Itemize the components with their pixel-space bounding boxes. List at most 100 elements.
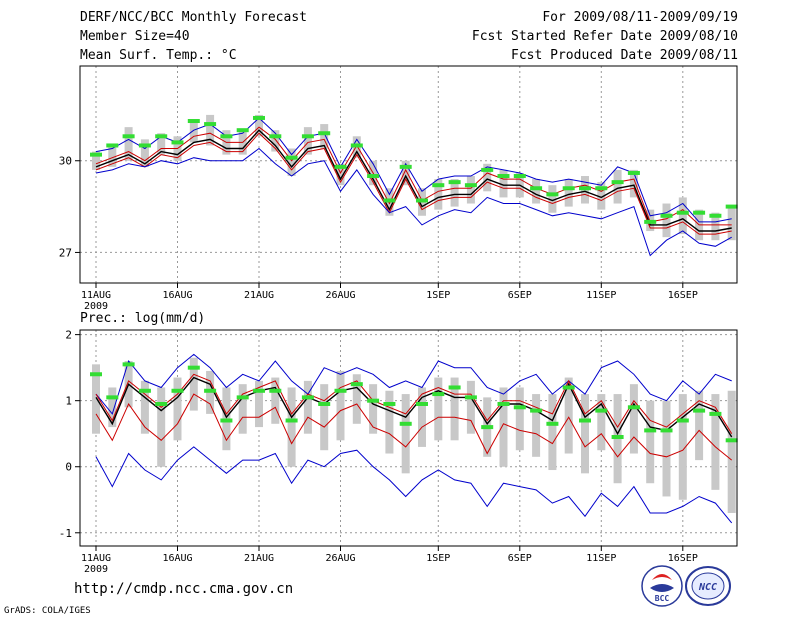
temp-observed-8 xyxy=(220,134,233,139)
temp-box-36 xyxy=(678,197,687,235)
temp-box-39 xyxy=(727,206,736,241)
temp-observed-0 xyxy=(90,152,102,157)
temp-observed-18 xyxy=(383,198,396,203)
prec-observed-14 xyxy=(318,401,331,406)
prec-box-22 xyxy=(450,377,459,441)
temp-observed-9 xyxy=(236,128,249,133)
prec-observed-1 xyxy=(106,395,119,400)
prec-xtick-label-0: 11AUG xyxy=(81,553,111,564)
prec-observed-17 xyxy=(367,398,380,403)
chart-main-title: DERF/NCC/BCC Monthly Forecast xyxy=(80,10,307,25)
prec-box-39 xyxy=(727,390,736,513)
ncc-logo: NCC xyxy=(685,566,731,606)
precipitation-panel: -1 0 1 2 11AUG 16AUG 21AUG 26AUG 1SEP 6SEP 11SEP 16… xyxy=(59,329,738,575)
prec-box-23 xyxy=(466,380,475,434)
temp-box-7 xyxy=(206,114,215,146)
fcst-started-label: Fcst Started Refer Date 2009/08/10 xyxy=(471,29,738,44)
prec-series-upper xyxy=(95,373,733,434)
temp-observed-12 xyxy=(285,155,298,160)
source-url: http://cmdp.ncc.cma.gov.cn xyxy=(74,581,294,597)
temp-series-max xyxy=(95,117,732,223)
fcst-produced-label: Fcst Produced Date 2009/08/11 xyxy=(511,48,738,63)
temp-frame xyxy=(79,65,738,284)
temperature-panel: 27 30 11AUG 16AUG 21AUG 26AUG 1SEP 6SEP 11SEP 16S… xyxy=(59,65,738,312)
prec-observed-9 xyxy=(236,395,249,400)
temp-observed-21 xyxy=(432,183,445,188)
temp-box-13 xyxy=(303,127,312,155)
temp-box-29 xyxy=(564,179,573,207)
temp-observed-31 xyxy=(595,186,608,191)
temp-observed-32 xyxy=(611,180,624,185)
prec-observed-30 xyxy=(579,418,591,423)
prec-observed-5 xyxy=(171,388,184,393)
temp-series-upper xyxy=(95,126,732,226)
prec-observed-37 xyxy=(693,408,706,413)
temp-observed-23 xyxy=(464,183,477,188)
prec-observed-16 xyxy=(350,382,363,387)
prec-year-label: 2009 xyxy=(84,564,108,575)
prec-observed-15 xyxy=(334,388,347,393)
temp-box-2 xyxy=(124,127,133,161)
temp-box-24 xyxy=(483,163,492,192)
temp-observed-39 xyxy=(725,204,738,209)
prec-box-5 xyxy=(173,377,182,441)
temp-box-35 xyxy=(662,203,671,238)
prec-ytick-label--1: -1 xyxy=(59,527,72,540)
bcc-logo-swirl-blue xyxy=(650,584,674,592)
prec-box-36 xyxy=(678,394,687,500)
prec-ytick-label-0: 0 xyxy=(65,461,72,474)
prec-series-min xyxy=(95,446,733,524)
variable-label: Mean Surf. Temp.: °C xyxy=(80,48,237,63)
prec-box-27 xyxy=(532,394,541,457)
forecast-period-label: For 2009/08/11-2009/09/19 xyxy=(542,10,738,25)
temp-ytick-label-27: 27 xyxy=(59,246,72,259)
temp-series-mean xyxy=(95,129,732,232)
temp-observed-19 xyxy=(399,164,412,169)
prec-observed-25 xyxy=(497,401,510,406)
prec-observed-4 xyxy=(155,401,168,406)
prec-observed-32 xyxy=(611,435,624,440)
bcc-logo-text: BCC xyxy=(655,594,670,603)
temp-observed-10 xyxy=(253,115,265,120)
prec-observed-2 xyxy=(122,362,135,367)
prec-box-17 xyxy=(369,384,378,434)
temp-observed-29 xyxy=(562,186,575,191)
temp-series-min xyxy=(95,147,732,257)
temp-observed-7 xyxy=(204,122,217,127)
prec-xtick-label-7: 16SEP xyxy=(668,553,698,564)
prec-observed-34 xyxy=(644,428,657,433)
temp-year-label: 2009 xyxy=(84,301,108,312)
temp-observed-5 xyxy=(171,140,184,145)
prec-observed-0 xyxy=(90,372,102,377)
prec-observed-38 xyxy=(709,411,722,416)
temp-box-21 xyxy=(434,179,443,210)
prec-observed-18 xyxy=(383,401,396,406)
prec-box-18 xyxy=(385,390,394,454)
prec-box-13 xyxy=(303,380,312,434)
prec-xtick-label-5: 6SEP xyxy=(508,553,532,564)
prec-observed-28 xyxy=(546,421,559,426)
prec-observed-31 xyxy=(595,408,608,413)
temp-xtick-label-4: 1SEP xyxy=(426,290,450,301)
temp-box-32 xyxy=(613,169,622,204)
temp-xtick-label-1: 16AUG xyxy=(162,290,192,301)
temp-observed-33 xyxy=(627,170,640,175)
prec-observed-39 xyxy=(725,438,738,443)
temp-observed-22 xyxy=(448,180,461,185)
prec-observed-21 xyxy=(432,392,445,397)
temp-observed-16 xyxy=(350,143,363,148)
prec-observed-35 xyxy=(660,428,673,433)
prec-observed-19 xyxy=(399,421,412,426)
prec-series-mean xyxy=(95,376,733,438)
prec-box-19 xyxy=(401,394,410,474)
temp-series-lower xyxy=(95,132,732,235)
prec-frame xyxy=(79,329,738,547)
temp-box-1 xyxy=(108,145,117,167)
prec-observed-22 xyxy=(448,385,461,390)
prec-series-max xyxy=(95,353,732,415)
prec-box-9 xyxy=(238,384,247,434)
prec-box-4 xyxy=(157,387,166,467)
temp-box-28 xyxy=(548,185,557,213)
temp-box-4 xyxy=(157,133,166,155)
prec-xtick-label-1: 16AUG xyxy=(162,553,192,564)
